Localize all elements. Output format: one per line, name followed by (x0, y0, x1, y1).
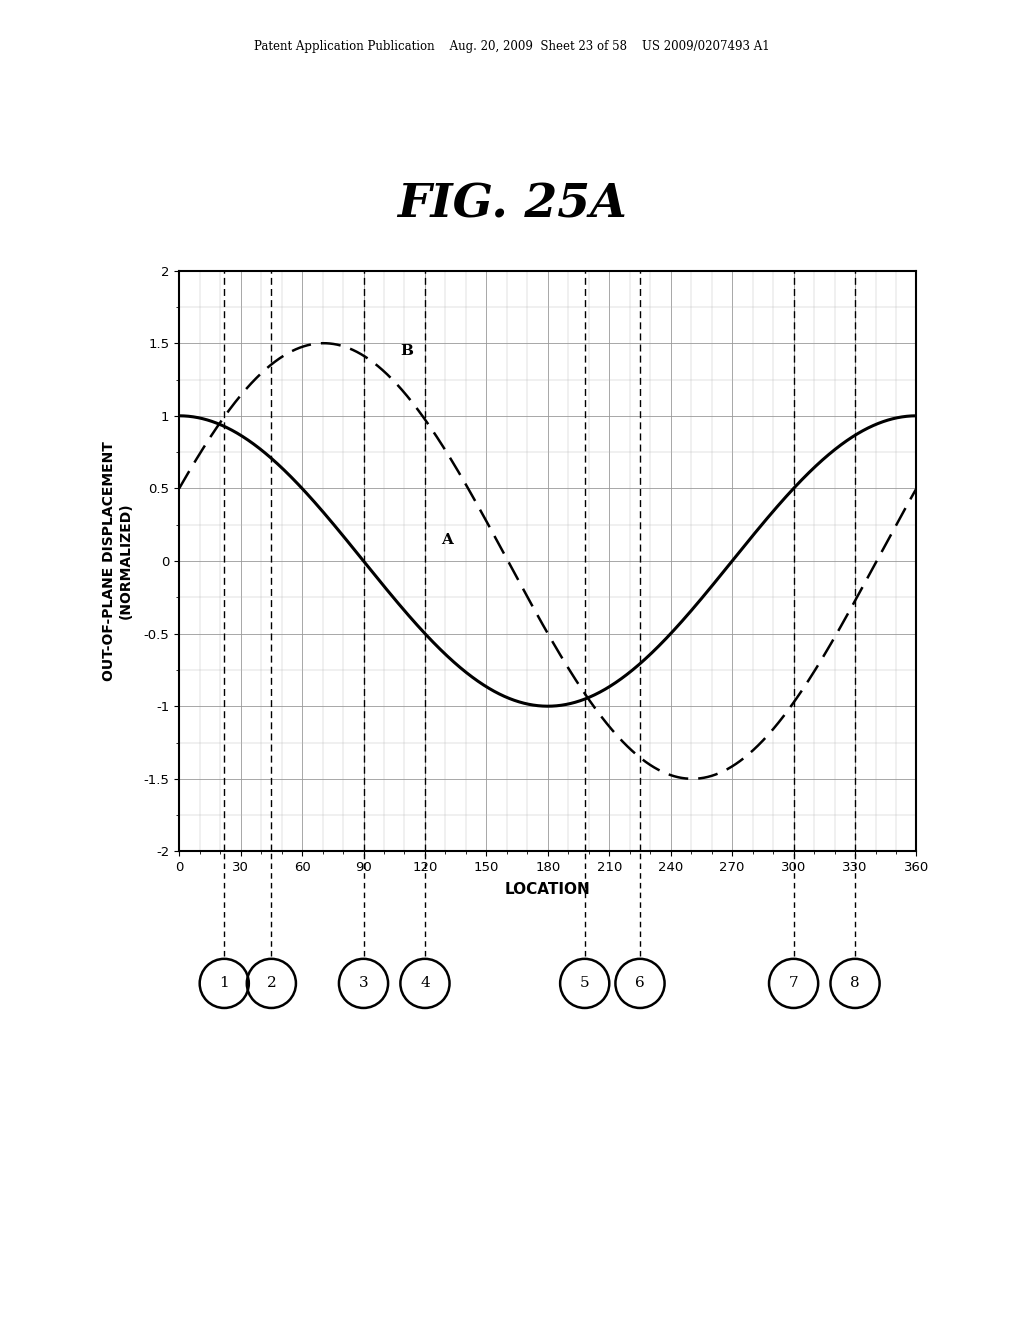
Text: 1: 1 (219, 977, 229, 990)
Text: A: A (441, 532, 454, 546)
Text: FIG. 25A: FIG. 25A (397, 182, 627, 227)
X-axis label: LOCATION: LOCATION (505, 883, 591, 898)
Text: Patent Application Publication    Aug. 20, 2009  Sheet 23 of 58    US 2009/02074: Patent Application Publication Aug. 20, … (254, 40, 770, 53)
Y-axis label: OUT-OF-PLANE DISPLACEMENT
(NORMALIZED): OUT-OF-PLANE DISPLACEMENT (NORMALIZED) (102, 441, 132, 681)
Text: B: B (400, 343, 414, 358)
Text: 7: 7 (788, 977, 799, 990)
Text: 4: 4 (420, 977, 430, 990)
Text: 3: 3 (358, 977, 369, 990)
Text: 5: 5 (580, 977, 590, 990)
Text: 8: 8 (850, 977, 860, 990)
Text: 2: 2 (266, 977, 276, 990)
Text: 6: 6 (635, 977, 645, 990)
